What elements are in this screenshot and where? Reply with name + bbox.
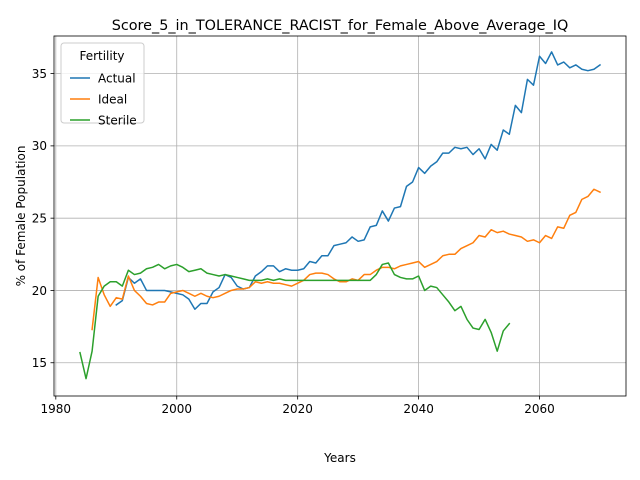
legend-label-ideal: Ideal bbox=[98, 92, 127, 106]
legend: Fertility Actual Ideal Sterile bbox=[60, 42, 145, 127]
plot-frame bbox=[53, 35, 627, 397]
legend-title: Fertility bbox=[79, 49, 124, 63]
series-line-sterile bbox=[79, 262, 511, 380]
legend-box bbox=[60, 42, 145, 124]
x-tick-label: 2020 bbox=[282, 402, 313, 416]
x-tick-label: 2040 bbox=[403, 402, 434, 416]
plot-area-background bbox=[54, 36, 626, 396]
x-axis-label: Years bbox=[323, 451, 356, 465]
y-tick-label: 20 bbox=[32, 284, 47, 298]
legend-label-actual: Actual bbox=[98, 71, 136, 85]
y-tick-label: 30 bbox=[32, 139, 47, 153]
data-series bbox=[79, 51, 602, 380]
y-tick-label: 25 bbox=[32, 211, 47, 225]
series-line-actual bbox=[115, 51, 602, 310]
x-tick-label: 2000 bbox=[161, 402, 192, 416]
y-tick-label: 15 bbox=[32, 356, 47, 370]
y-tick-label: 35 bbox=[32, 67, 47, 81]
axis-ticks: 1980 2000 2020 2040 2060 15 20 25 30 35 bbox=[32, 67, 555, 416]
chart-title: Score_5_in_TOLERANCE_RACIST_for_Female_A… bbox=[112, 18, 569, 34]
series-line-ideal bbox=[91, 188, 602, 331]
x-tick-label: 1980 bbox=[41, 402, 72, 416]
legend-label-sterile: Sterile bbox=[98, 113, 137, 127]
x-tick-label: 2060 bbox=[524, 402, 555, 416]
grid bbox=[54, 36, 626, 396]
y-axis-label: % of Female Population bbox=[14, 146, 28, 287]
